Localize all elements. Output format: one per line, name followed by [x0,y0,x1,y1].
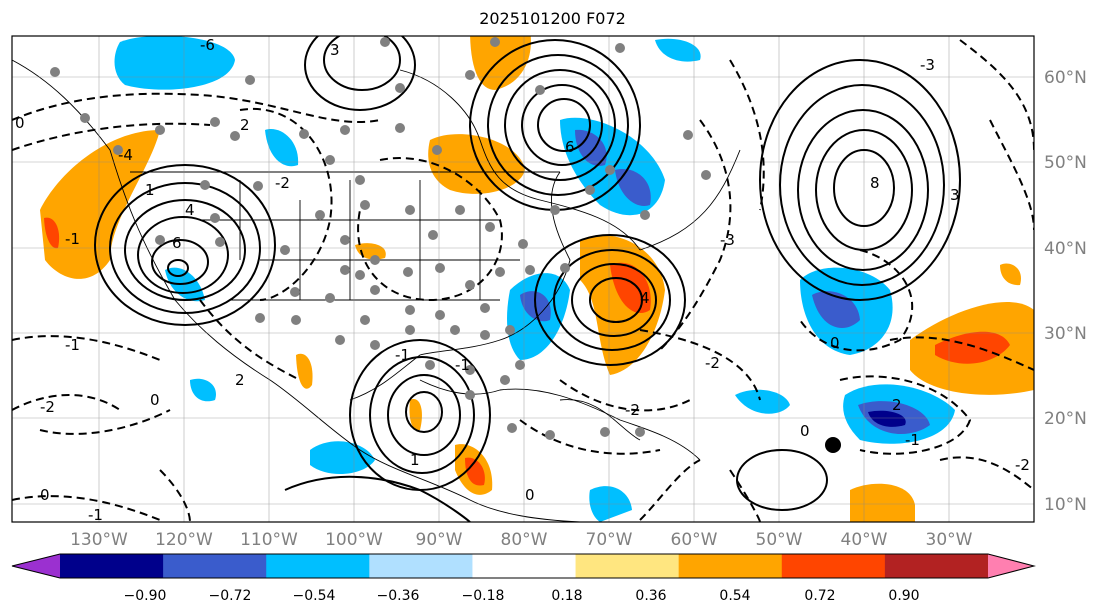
contour-label: -1 [88,506,103,524]
lat-label: 10°N [1044,495,1087,515]
colorbar-tick: −0.36 [377,588,420,604]
colorbar-segment [369,554,473,578]
colorbar-segment [575,554,680,578]
colorbar-ticks: −0.90 −0.72 −0.54 −0.36 −0.18 0.18 0.36 … [124,588,920,604]
lon-label: 30°W [926,530,973,550]
contour-label: 6 [565,138,575,156]
contour-label: -1 [65,230,80,248]
colorbar-tick: −0.90 [124,588,167,604]
contour-label: 0 [525,486,535,504]
colorbar-segment [266,554,370,578]
contour-label: -1 [905,431,920,449]
lat-label: 60°N [1044,68,1087,88]
lon-label: 120°W [155,530,213,550]
contour-label: 8 [870,174,880,192]
colorbar-tick: 0.72 [804,588,835,604]
lon-label: 60°W [671,530,718,550]
colorbar-tick: −0.54 [293,588,336,604]
coastlines [12,59,741,522]
colorbar-segment [60,554,164,578]
contour-label: -3 [720,231,735,249]
lat-label: 40°N [1044,239,1087,259]
lat-label: 50°N [1044,153,1087,173]
dashed-contours [12,39,1034,522]
lon-label: 130°W [70,530,128,550]
contour-label: -2 [625,401,640,419]
contour-label: -1 [65,336,80,354]
contour-label: 0 [150,391,160,409]
lon-label: 110°W [240,530,298,550]
marker-dot [825,437,841,453]
colorbar-tick: 0.54 [719,588,750,604]
lon-label: 50°W [756,530,803,550]
contour-label: 0 [800,422,810,440]
colorbar-segment [163,554,267,578]
contour-label: -2 [275,174,290,192]
contour-label: 3 [950,186,960,204]
colorbar-tick: −0.72 [209,588,252,604]
contour-label: 2 [892,396,902,414]
lat-label: 30°N [1044,324,1087,344]
contour-label: 0 [15,114,25,132]
colorbar-segment [678,554,783,578]
contour-label: -6 [200,36,215,54]
solid-contours [94,36,961,522]
contour-label: -1 [455,356,470,374]
contour-label: -2 [705,354,720,372]
colorbar-tick: 0.90 [888,588,919,604]
contour-label: -1 [395,346,410,364]
map-frame [11,35,1035,523]
contour-label: -3 [920,56,935,74]
contour-label: 1 [410,451,420,469]
contour-label: 4 [185,201,195,219]
lat-label: 20°N [1044,409,1087,429]
lon-labels: 130°W 120°W 110°W 100°W 90°W 80°W 70°W 6… [70,530,973,550]
contour-label: 1 [145,181,155,199]
colorbar-tick: 0.18 [551,588,582,604]
contour-label: 0 [830,334,840,352]
contour-labels: -6 3 2 0 -4 -2 -1 6 4 1 8 6 3 4 -2 -3 0 … [15,36,1030,524]
lon-label: 80°W [501,530,548,550]
colorbar-arrow-right [988,554,1034,578]
lon-label: 70°W [586,530,633,550]
lat-labels: 60°N 50°N 40°N 30°N 20°N 10°N [1044,68,1087,515]
colorbar-tick: −0.18 [462,588,505,604]
colorbar-arrow-left [12,554,60,578]
contour-label: 3 [330,41,340,59]
colorbar-tick: 0.36 [635,588,666,604]
contour-label: -4 [118,146,133,164]
contour-label: 0 [40,486,50,504]
colorbar-segment [781,554,886,578]
contour-label: -2 [40,398,55,416]
lon-label: 90°W [416,530,463,550]
colorbar-segment [884,554,989,578]
lon-label: 100°W [325,530,383,550]
colorbar-segment [472,554,577,578]
lon-label: 40°W [841,530,888,550]
station-dots [50,37,711,440]
colorbar: −0.90 −0.72 −0.54 −0.36 −0.18 0.18 0.36 … [11,553,1036,604]
contour-label: -2 [1015,456,1030,474]
contour-label: 2 [240,116,250,134]
map-title: 2025101200 F072 [479,9,626,28]
map-area [12,36,1034,522]
contour-label: 6 [172,234,182,252]
contour-label: 2 [235,371,245,389]
contour-label: 4 [640,289,650,307]
